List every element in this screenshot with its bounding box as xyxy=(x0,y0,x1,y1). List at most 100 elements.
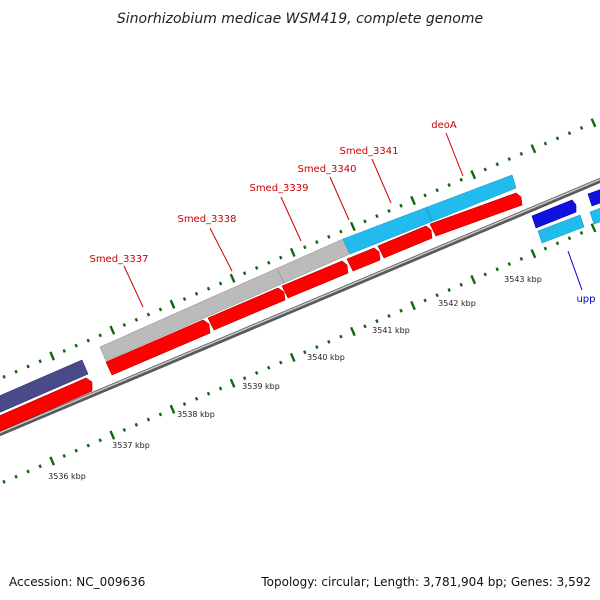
minor-tick-mark xyxy=(375,214,379,219)
scale-label: 3538 kbp xyxy=(177,410,215,419)
major-tick-mark xyxy=(349,221,356,232)
minor-tick-mark xyxy=(375,319,379,324)
minor-tick-mark xyxy=(507,157,512,161)
minor-tick-mark xyxy=(182,402,187,406)
scale-label: 3541 kbp xyxy=(372,326,410,335)
major-tick-mark xyxy=(470,275,477,285)
minor-tick-mark xyxy=(194,396,199,401)
gene-label-smed-3341: Smed_3341 xyxy=(339,146,398,157)
minor-tick-mark xyxy=(158,412,163,417)
minor-tick-mark xyxy=(254,266,259,270)
minor-tick-mark xyxy=(399,203,403,208)
minor-tick-mark xyxy=(555,136,560,141)
major-tick-mark xyxy=(410,300,416,311)
leader-line-smed-3341 xyxy=(371,158,392,204)
major-tick-mark xyxy=(289,247,296,257)
minor-tick-mark xyxy=(459,177,463,182)
minor-tick-mark xyxy=(543,246,548,251)
cds-arrow-smed-3340 xyxy=(346,247,381,272)
minor-tick-mark xyxy=(86,443,90,448)
minor-tick-mark xyxy=(495,162,499,167)
major-tick-mark xyxy=(590,223,597,233)
major-tick-mark xyxy=(169,404,176,414)
cds-arrow-smed-3338 xyxy=(207,287,286,331)
gray-feature-divider xyxy=(276,267,285,284)
major-tick-mark xyxy=(530,249,537,259)
minor-tick-mark xyxy=(122,428,127,432)
minor-tick-mark xyxy=(2,374,6,379)
major-tick-mark xyxy=(410,195,416,206)
cds-arrow-smed-3339 xyxy=(281,260,349,299)
inner-tick-track xyxy=(2,223,597,484)
minor-tick-mark xyxy=(447,288,451,292)
minor-tick-mark xyxy=(134,422,139,427)
leader-line-deoa xyxy=(445,132,464,177)
gene-label-deoa: deoA xyxy=(431,120,457,131)
minor-tick-mark xyxy=(242,376,247,381)
minor-tick-mark xyxy=(158,307,163,312)
minor-tick-mark xyxy=(182,297,187,301)
minor-tick-mark xyxy=(483,272,487,277)
minor-tick-mark xyxy=(2,479,6,484)
major-tick-mark xyxy=(49,456,56,466)
minor-tick-mark xyxy=(218,386,223,391)
minor-tick-mark xyxy=(14,474,18,479)
minor-tick-mark xyxy=(579,231,584,235)
minor-tick-mark xyxy=(327,339,331,344)
minor-tick-mark xyxy=(74,343,78,348)
major-tick-mark xyxy=(109,430,116,440)
minor-tick-mark xyxy=(218,281,223,286)
minor-tick-mark xyxy=(38,464,42,469)
minor-tick-mark xyxy=(62,348,66,353)
minor-tick-mark xyxy=(26,469,30,474)
minor-tick-mark xyxy=(206,391,211,396)
cyan-feature-upp xyxy=(537,214,585,244)
minor-tick-mark xyxy=(435,188,439,193)
minor-tick-mark xyxy=(38,359,42,364)
minor-tick-mark xyxy=(387,209,391,213)
major-tick-mark xyxy=(590,118,597,128)
minor-tick-mark xyxy=(122,323,127,327)
gene-label-smed-3339: Smed_3339 xyxy=(249,183,308,194)
minor-tick-mark xyxy=(483,167,487,172)
scale-label: 3540 kbp xyxy=(307,353,345,362)
minor-tick-mark xyxy=(567,131,572,136)
major-tick-mark xyxy=(530,144,537,154)
minor-tick-mark xyxy=(519,151,524,156)
minor-tick-mark xyxy=(423,193,427,198)
scale-label: 3542 kbp xyxy=(438,299,476,308)
minor-tick-mark xyxy=(146,417,151,422)
major-tick-mark xyxy=(229,273,236,283)
minor-tick-mark xyxy=(14,369,18,374)
leader-line-upp xyxy=(567,250,583,291)
major-tick-mark xyxy=(470,170,477,180)
major-tick-mark xyxy=(109,325,116,335)
minor-tick-mark xyxy=(254,371,259,375)
scale-label: 3543 kbp xyxy=(504,275,542,284)
minor-tick-mark xyxy=(86,338,90,343)
scale-label: 3536 kbp xyxy=(48,472,86,481)
navy-feature-bar xyxy=(0,359,89,413)
minor-tick-mark xyxy=(134,317,139,322)
minor-tick-mark xyxy=(315,240,319,244)
minor-tick-mark xyxy=(242,271,247,276)
minor-tick-mark xyxy=(363,219,367,224)
genome-backbone-highlight xyxy=(0,178,600,434)
minor-tick-mark xyxy=(555,241,560,246)
genome-summary-text: Topology: circular; Length: 3,781,904 bp… xyxy=(260,575,591,589)
major-tick-mark xyxy=(169,299,176,309)
major-tick-mark xyxy=(49,351,56,361)
minor-tick-mark xyxy=(363,324,367,329)
minor-tick-mark xyxy=(507,262,512,266)
map-tracks: Smed_3337 Smed_3338 Smed_3339 Smed_3340 … xyxy=(0,118,600,484)
minor-tick-mark xyxy=(26,364,30,369)
minor-tick-mark xyxy=(279,360,283,365)
minor-tick-mark xyxy=(567,236,572,241)
major-tick-mark xyxy=(229,378,236,388)
cds-arrow-smed-3341 xyxy=(377,225,433,259)
minor-tick-mark xyxy=(519,256,524,261)
accession-text: Accession: NC_009636 xyxy=(9,575,145,589)
cds-arrow-smed-3337 xyxy=(105,319,211,376)
minor-tick-mark xyxy=(266,365,271,370)
